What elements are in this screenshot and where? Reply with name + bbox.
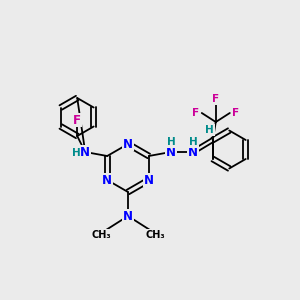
Text: N: N — [166, 146, 176, 158]
Text: N: N — [123, 137, 133, 151]
Text: H: H — [189, 137, 198, 147]
Text: CH₃: CH₃ — [91, 230, 111, 240]
Text: F: F — [212, 94, 219, 104]
Text: F: F — [232, 108, 239, 118]
Text: H: H — [206, 125, 214, 135]
Text: N: N — [80, 146, 90, 158]
Text: CH₃: CH₃ — [145, 230, 165, 240]
Text: N: N — [102, 173, 112, 187]
Text: H: H — [72, 148, 81, 158]
Text: N: N — [144, 173, 154, 187]
Text: N: N — [123, 209, 133, 223]
Text: H: H — [167, 137, 176, 147]
Text: F: F — [73, 113, 81, 127]
Text: N: N — [188, 146, 198, 158]
Text: F: F — [192, 108, 199, 118]
